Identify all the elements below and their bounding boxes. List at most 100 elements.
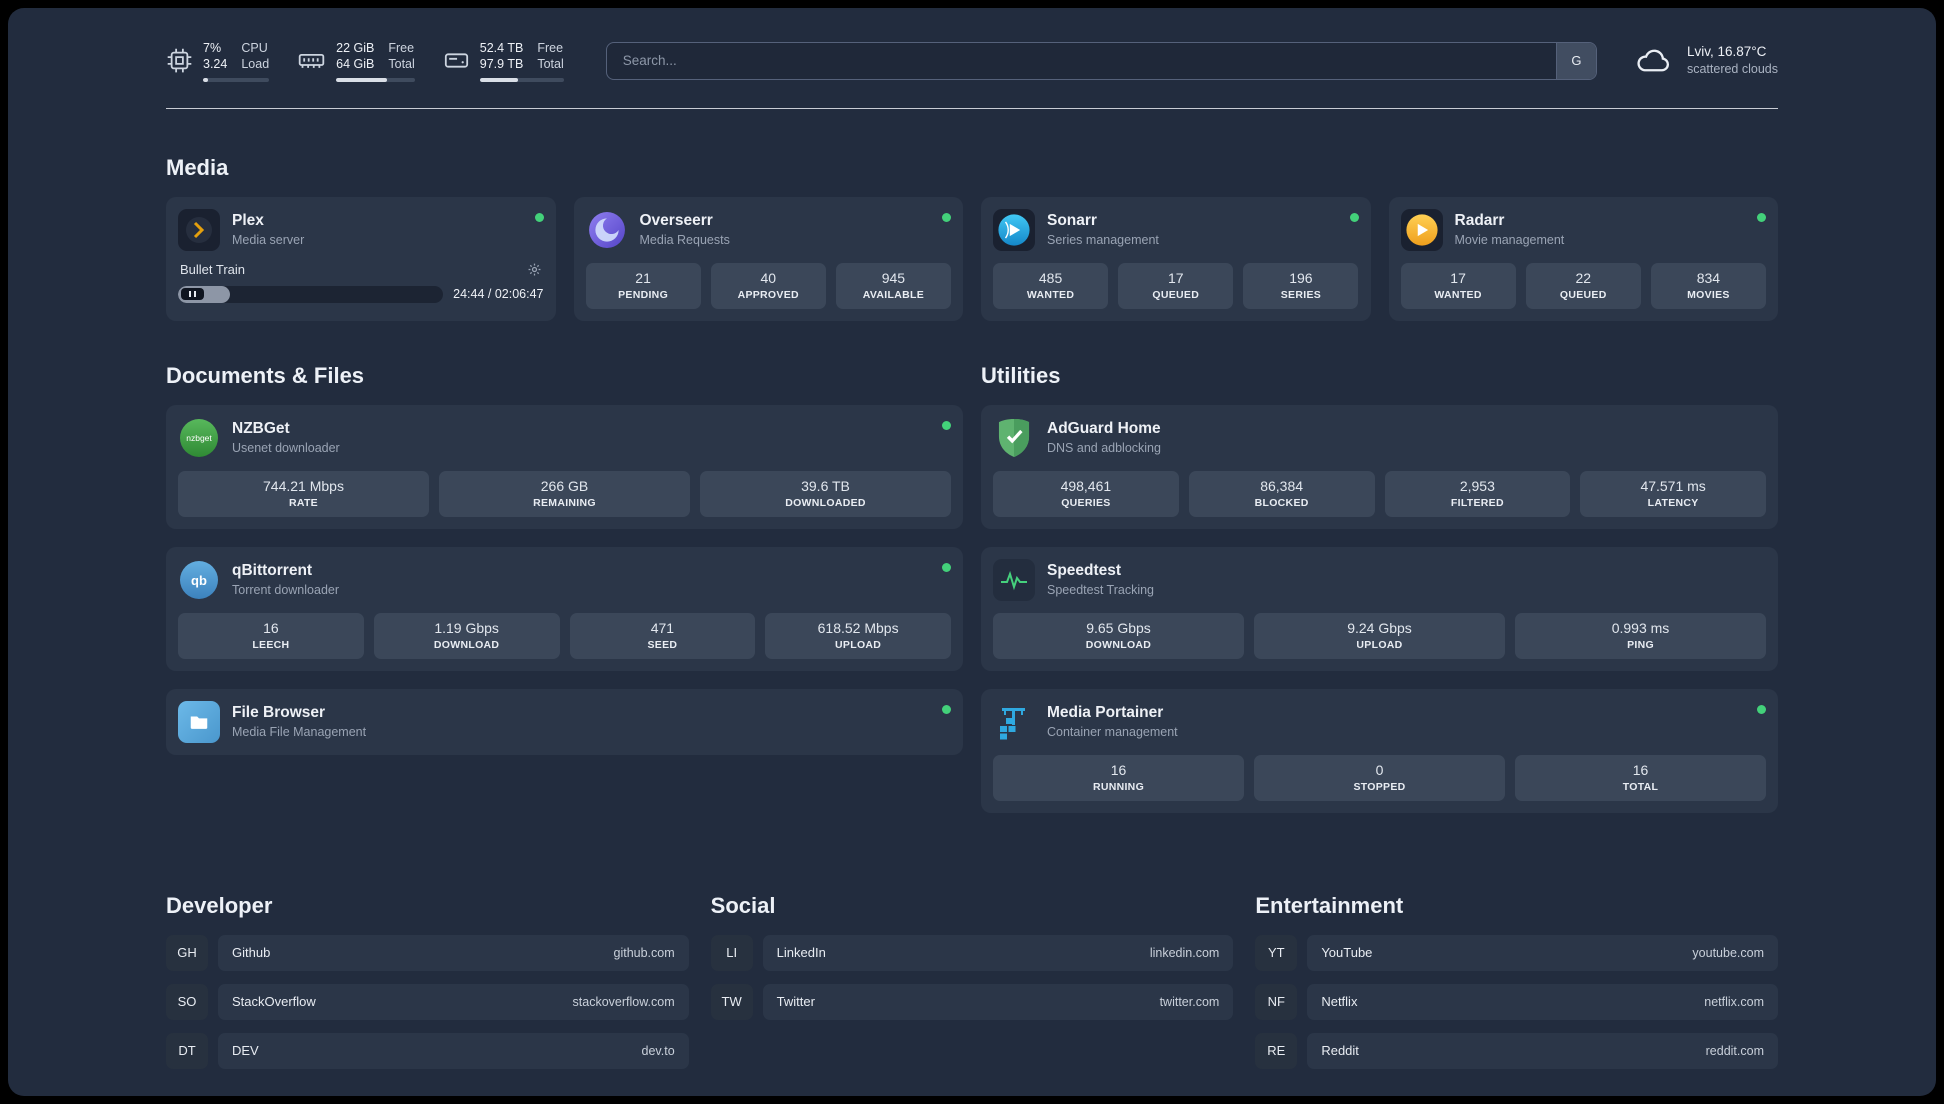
app-name: Plex — [232, 211, 264, 229]
stat-tile: 17 WANTED — [1400, 262, 1516, 309]
cloud-icon — [1635, 46, 1675, 76]
bookmark-url: stackoverflow.com — [572, 994, 675, 1009]
radarr-icon — [1400, 208, 1443, 251]
speedtest-card[interactable]: Speedtest Speedtest Tracking 9.65 Gbps D… — [981, 546, 1778, 671]
filebrowser-card[interactable]: File Browser Media File Management — [166, 688, 963, 755]
stat-tile: 266 GB REMAINING — [439, 470, 690, 517]
cpu-icon — [166, 47, 193, 74]
bookmark-linkedin[interactable]: LI LinkedIn linkedin.com — [710, 934, 1234, 971]
status-dot — [534, 212, 544, 222]
stat-tile: 9.24 Gbps UPLOAD — [1254, 612, 1505, 659]
overseerr-card[interactable]: Overseerr Media Requests 21 PENDING 40 A… — [573, 196, 963, 321]
stat-tile: 22 QUEUED — [1525, 262, 1641, 309]
qbittorrent-icon: qb — [178, 559, 220, 601]
status-dot — [1757, 212, 1766, 222]
filebrowser-icon — [178, 700, 220, 743]
status-dot — [942, 420, 951, 430]
portainer-card[interactable]: Media Portainer Container management 16 … — [981, 688, 1778, 813]
status-dot — [1757, 704, 1766, 714]
weather-location: Lviv, 16.87°C — [1686, 44, 1767, 60]
app-name: Radarr — [1454, 211, 1505, 229]
cpu-values: 7% 3.24 — [203, 41, 228, 72]
radarr-card[interactable]: Radarr Movie management 17 WANTED 22 QUE… — [1388, 196, 1778, 321]
bookmark-youtube[interactable]: YT YouTube youtube.com — [1255, 934, 1778, 971]
app-subtitle: Media Requests — [639, 232, 730, 247]
speedtest-icon — [993, 558, 1035, 601]
nzbget-icon: nzbget — [178, 417, 220, 459]
adguard-card[interactable]: AdGuard Home DNS and adblocking 498,461 … — [981, 404, 1778, 529]
status-dot — [1349, 212, 1359, 222]
plex-icon — [178, 208, 220, 251]
stat-tile: 39.6 TB DOWNLOADED — [700, 470, 951, 517]
app-subtitle: Movie management — [1454, 232, 1565, 247]
bookmark-abbr: NF — [1255, 983, 1298, 1020]
stat-tile: 47.571 ms LATENCY — [1580, 470, 1766, 517]
bookmark-twitter[interactable]: TW Twitter twitter.com — [710, 983, 1234, 1020]
app-name: NZBGet — [232, 419, 290, 437]
qbittorrent-card[interactable]: qb qBittorrent Torrent downloader 16 LEE… — [166, 546, 963, 671]
stat-tile: 834 MOVIES — [1650, 262, 1766, 309]
now-playing-title: Bullet Train — [180, 261, 246, 277]
search-engine-button[interactable]: G — [1555, 42, 1596, 79]
bookmark-name: Twitter — [776, 994, 815, 1009]
stat-tile: 17 QUEUED — [1118, 262, 1234, 309]
header-divider — [166, 107, 1778, 109]
section-title-media: Media — [166, 154, 229, 180]
stat-tile: 471 SEED — [569, 612, 756, 659]
bookmark-github[interactable]: GH Github github.com — [166, 934, 689, 971]
pause-icon[interactable] — [181, 288, 204, 300]
plex-card[interactable]: Plex Media server Bullet Train — [166, 196, 556, 321]
disk-labels: Free Total — [537, 41, 564, 72]
stat-tile: 40 APPROVED — [710, 262, 826, 309]
bookmark-url: netflix.com — [1704, 994, 1764, 1009]
app-subtitle: Series management — [1047, 232, 1159, 247]
stat-tile: 485 WANTED — [993, 262, 1109, 309]
stat-tile: 0 STOPPED — [1254, 754, 1505, 801]
app-name: Overseerr — [639, 211, 713, 229]
gear-icon[interactable] — [527, 262, 542, 277]
app-subtitle: Media File Management — [232, 724, 367, 739]
section-title-utilities: Utilities — [981, 362, 1061, 388]
bookmark-url: github.com — [613, 945, 675, 960]
memory-icon — [297, 47, 326, 74]
bookmark-url: youtube.com — [1692, 945, 1764, 960]
app-subtitle: Media server — [232, 232, 305, 247]
svg-text:qb: qb — [191, 573, 207, 588]
app-subtitle: DNS and adblocking — [1047, 440, 1161, 455]
overseerr-icon — [586, 209, 628, 251]
sonarr-card[interactable]: Sonarr Series management 485 WANTED 17 Q… — [981, 196, 1371, 321]
section-title-documents: Documents & Files — [166, 362, 365, 388]
stat-tile: 618.52 Mbps UPLOAD — [765, 612, 951, 659]
app-name: Speedtest — [1047, 561, 1122, 579]
bookmark-name: Github — [232, 945, 271, 960]
stat-tile: 1.19 Gbps DOWNLOAD — [373, 612, 560, 659]
bookmark-stackoverflow[interactable]: SO StackOverflow stackoverflow.com — [166, 983, 689, 1020]
status-dot — [942, 212, 951, 222]
disk-icon — [443, 47, 470, 74]
memory-labels: Free Total — [388, 41, 415, 72]
bookmark-name: YouTube — [1321, 945, 1373, 960]
stat-tile: 21 PENDING — [585, 262, 701, 309]
playback-progress-bar[interactable] — [178, 285, 444, 303]
dashboard-page: 7% 3.24 CPU Load — [8, 8, 1936, 1096]
section-title-social: Social — [710, 892, 776, 918]
bookmark-group-social: Social LI LinkedIn linkedin.com TW Twitt… — [710, 892, 1234, 1082]
stat-tile: 16 LEECH — [178, 612, 364, 659]
app-name: Media Portainer — [1047, 703, 1164, 721]
svg-text:nzbget: nzbget — [186, 433, 212, 443]
bookmark-abbr: RE — [1255, 1032, 1298, 1069]
search-input[interactable] — [606, 42, 1556, 79]
memory-values: 22 GiB 64 GiB — [336, 41, 375, 72]
bookmark-group-entertainment: Entertainment YT YouTube youtube.com NF … — [1255, 893, 1778, 1082]
disk-progress — [479, 77, 564, 82]
nzbget-card[interactable]: nzbget NZBGet Usenet downloader 744.21 M… — [166, 404, 963, 529]
cpu-metric: 7% 3.24 CPU Load — [166, 40, 270, 82]
bookmark-abbr: DT — [166, 1032, 208, 1069]
section-title-developer: Developer — [166, 892, 273, 918]
bookmark-reddit[interactable]: RE Reddit reddit.com — [1255, 1032, 1778, 1069]
stat-tile: 945 AVAILABLE — [835, 262, 951, 309]
top-bar: 7% 3.24 CPU Load — [166, 8, 1778, 82]
bookmark-dev[interactable]: DT DEV dev.to — [166, 1032, 689, 1069]
bookmark-netflix[interactable]: NF Netflix netflix.com — [1255, 983, 1778, 1020]
memory-progress — [336, 77, 415, 82]
